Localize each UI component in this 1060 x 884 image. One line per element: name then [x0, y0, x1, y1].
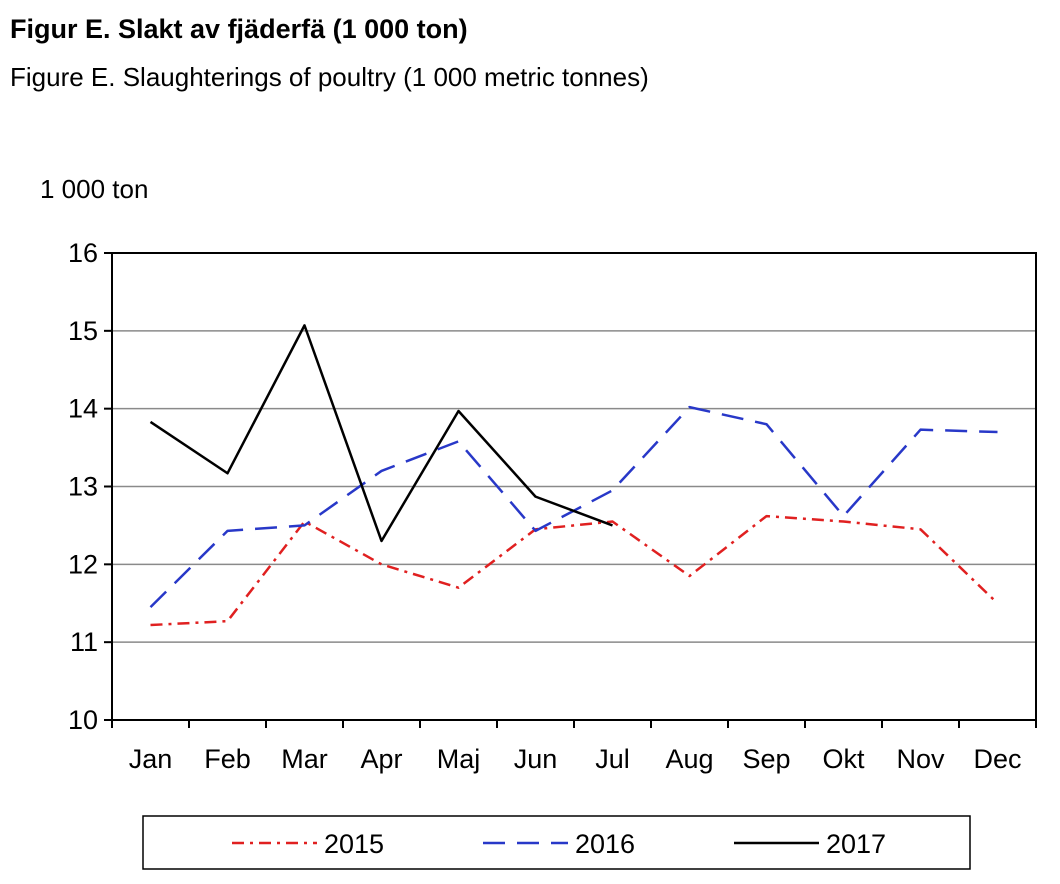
x-tick-label: Jul	[595, 744, 630, 774]
series-line-2015	[150, 514, 999, 627]
legend-label-2017: 2017	[826, 829, 886, 859]
legend-label-2015: 2015	[324, 829, 384, 859]
y-tick-label: 15	[68, 316, 98, 346]
x-tick-label: Maj	[437, 744, 481, 774]
series-lines	[149, 324, 999, 627]
x-tick-label: Aug	[665, 744, 713, 774]
x-tick-label: Mar	[281, 744, 328, 774]
y-tick-label: 14	[68, 394, 98, 424]
series-line-2017	[149, 324, 613, 543]
x-tick-label: Jun	[514, 744, 558, 774]
chart-subtitle: Figure E. Slaughterings of poultry (1 00…	[10, 62, 649, 92]
x-tick-label: Dec	[973, 744, 1021, 774]
legend: 2015 2016 2017	[142, 815, 971, 870]
axis-ticks: 10 11 12 13 14 15 16 Jan Feb Mar Apr Maj Jun Jul Aug Se…	[68, 238, 1037, 774]
chart-title: Figur E. Slakt av fjäderfä (1 000 ton)	[10, 14, 468, 44]
x-tick-label: Nov	[896, 744, 945, 774]
gridlines	[112, 330, 1036, 643]
series-line-2016	[149, 405, 998, 609]
y-tick-label: 13	[68, 472, 98, 502]
y-tick-label: 11	[70, 627, 98, 657]
y-tick-label: 16	[68, 238, 98, 268]
legend-label-2016: 2016	[575, 829, 635, 859]
y-tick-label: 12	[68, 549, 98, 579]
y-tick-label: 10	[68, 705, 98, 735]
x-tick-label: Okt	[822, 744, 865, 774]
y-axis-unit-label: 1 000 ton	[40, 174, 149, 204]
x-tick-label: Jan	[129, 744, 173, 774]
x-tick-label: Feb	[204, 744, 251, 774]
x-tick-label: Apr	[360, 744, 402, 774]
x-tick-label: Sep	[742, 744, 790, 774]
